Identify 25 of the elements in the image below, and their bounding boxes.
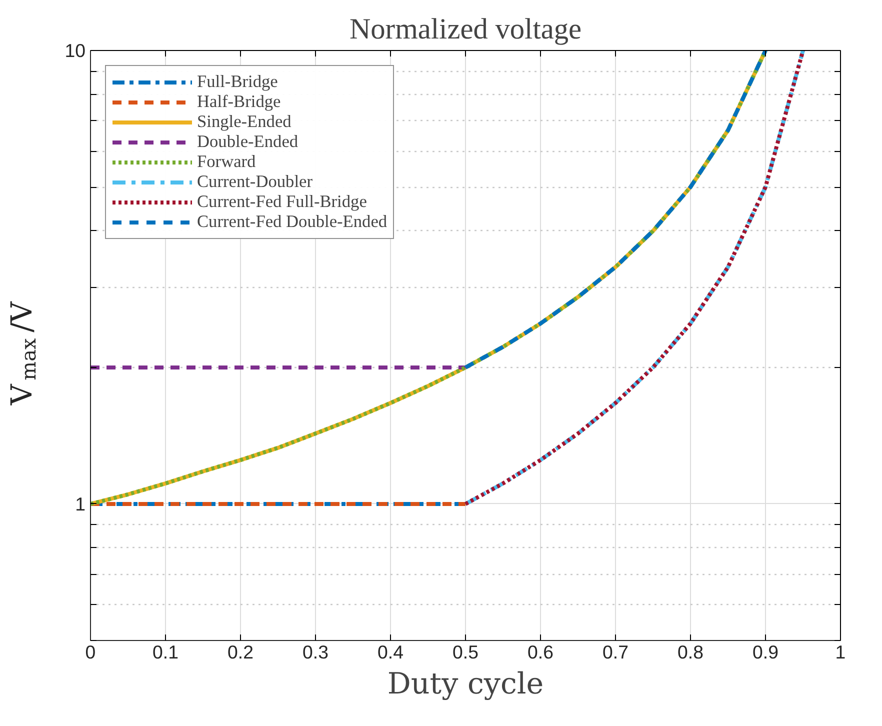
line-series bbox=[464, 50, 805, 506]
x-tick-label: 0.5 bbox=[452, 642, 478, 662]
legend-label: Current-Doubler bbox=[197, 172, 312, 192]
legend-label: Current-Fed Double-Ended bbox=[197, 212, 388, 232]
y-axis-title: Vmax/V bbox=[4, 300, 40, 406]
y-tick-label: 10 bbox=[64, 40, 86, 61]
x-tick-label: 0.4 bbox=[378, 642, 404, 662]
legend-label: Double-Ended bbox=[197, 132, 298, 152]
chart-title: Normalized voltage bbox=[349, 14, 582, 46]
x-tick-label: 0.2 bbox=[228, 642, 254, 662]
x-axis-title: Duty cycle bbox=[387, 666, 544, 700]
x-tick-label: 0.7 bbox=[602, 642, 628, 662]
legend-label: Current-Fed Full-Bridge bbox=[197, 192, 367, 212]
x-tick-label: 0.6 bbox=[528, 642, 554, 662]
x-tick-label: 0.8 bbox=[678, 642, 704, 662]
legend-label: Full-Bridge bbox=[197, 72, 278, 92]
x-tick-label: 0.1 bbox=[152, 642, 178, 662]
legend-label: Single-Ended bbox=[197, 112, 292, 132]
x-tick-label: 0 bbox=[85, 642, 96, 662]
x-tick-label: 0.3 bbox=[302, 642, 328, 662]
legend-label: Forward bbox=[197, 152, 256, 172]
x-tick-label: 1 bbox=[835, 642, 846, 662]
x-tick-label: 0.9 bbox=[752, 642, 778, 662]
legend-label: Half-Bridge bbox=[197, 92, 281, 112]
line-series bbox=[464, 50, 768, 370]
